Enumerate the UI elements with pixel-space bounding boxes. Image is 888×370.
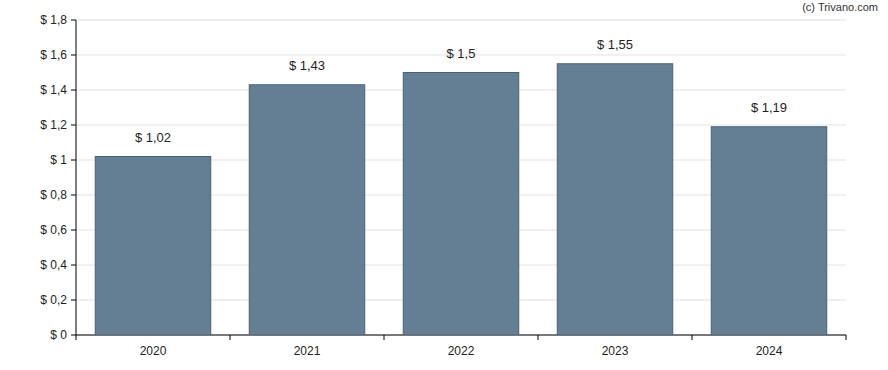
- x-tick-label: 2024: [756, 344, 783, 358]
- y-tick-label: $ 0,2: [40, 293, 67, 307]
- y-tick-label: $ 0,8: [40, 188, 67, 202]
- y-tick-label: $ 1,4: [40, 83, 67, 97]
- data-label: $ 1,19: [751, 100, 787, 115]
- y-tick: [71, 20, 76, 21]
- annotation: (c) Trivano.com: [802, 1, 878, 13]
- y-tick-label: $ 0,6: [40, 223, 67, 237]
- bar: [403, 73, 519, 336]
- y-tick-label: $ 1,8: [40, 13, 67, 27]
- data-label: $ 1,55: [597, 37, 633, 52]
- x-tick-divider: [692, 335, 693, 340]
- y-tick: [71, 265, 76, 266]
- x-tick-divider: [846, 335, 847, 340]
- y-tick: [71, 195, 76, 196]
- y-axis: [76, 20, 77, 335]
- x-tick-label: 2020: [140, 344, 167, 358]
- data-label: $ 1,02: [135, 130, 171, 145]
- y-tick: [71, 230, 76, 231]
- bar: [95, 157, 211, 336]
- chart: $ 0 $ 0,2 $ 0,4 $ 0,6 $ 0,8 $ 1 $ 1,2 $ 1,4 $ 1,…: [0, 0, 888, 370]
- bar: [249, 85, 365, 335]
- bars: [95, 64, 827, 335]
- x-tick-label: 2022: [448, 344, 475, 358]
- y-tick: [71, 160, 76, 161]
- y-tick: [71, 55, 76, 56]
- y-tick: [71, 335, 76, 336]
- y-tick: [71, 125, 76, 126]
- y-tick: [71, 300, 76, 301]
- y-tick-label: $ 0,4: [40, 258, 67, 272]
- bar: [557, 64, 673, 335]
- grid-line: [76, 20, 846, 21]
- y-tick-label: $ 0: [50, 328, 67, 342]
- y-tick-label: $ 1: [50, 153, 67, 167]
- data-label: $ 1,43: [289, 58, 325, 73]
- bar: [711, 127, 827, 335]
- x-tick-label: 2023: [602, 344, 629, 358]
- data-label: $ 1,5: [447, 46, 476, 61]
- y-tick-label: $ 1,6: [40, 48, 67, 62]
- y-tick-label: $ 1,2: [40, 118, 67, 132]
- x-tick-divider: [76, 335, 77, 340]
- x-tick-label: 2021: [294, 344, 321, 358]
- x-tick-divider: [230, 335, 231, 340]
- x-tick-divider: [384, 335, 385, 340]
- y-tick: [71, 90, 76, 91]
- x-tick-divider: [538, 335, 539, 340]
